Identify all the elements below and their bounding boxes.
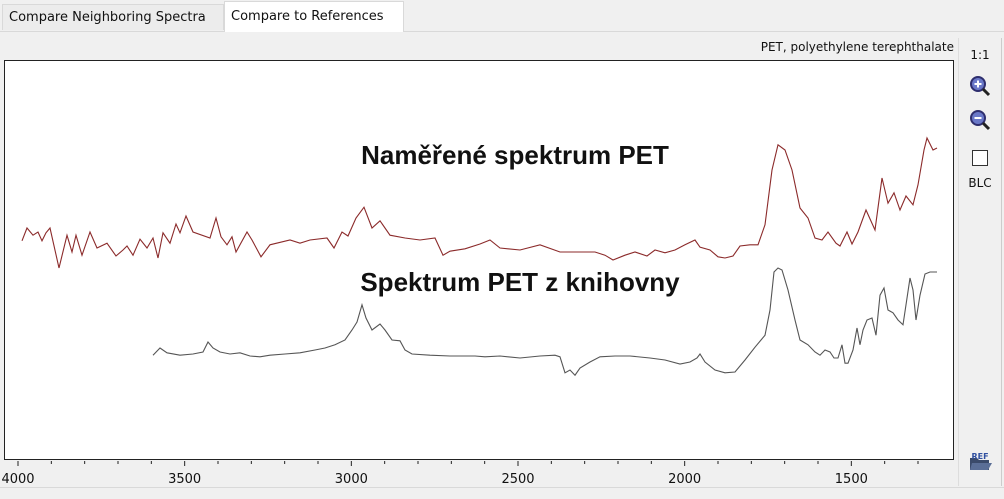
x-tick-label: 2500: [501, 472, 534, 487]
bottom-divider: [0, 487, 1004, 488]
blc-checkbox[interactable]: [959, 150, 1001, 166]
x-tick-label: 3000: [335, 472, 368, 487]
annotation-measured-spectrum: Naměřené spektrum PET: [361, 140, 669, 170]
x-tick-label: 1500: [835, 472, 868, 487]
library-spectrum-line: [152, 267, 937, 377]
ref-folder-icon[interactable]: REF: [959, 450, 1001, 475]
reference-name: PET, polyethylene terephthalate: [760, 40, 954, 54]
spectrum-plot-area[interactable]: [4, 60, 954, 460]
tab-compare-neighboring-spectra[interactable]: Compare Neighboring Spectra: [2, 4, 224, 30]
checkbox-box[interactable]: [972, 150, 988, 166]
blc-label: BLC: [968, 176, 992, 190]
one-to-one-button[interactable]: 1:1: [970, 48, 990, 62]
tab-bar: Compare Neighboring Spectra Compare to R…: [0, 0, 1004, 32]
x-tick-label: 2000: [668, 472, 701, 487]
zoom-in-icon[interactable]: [959, 74, 1001, 101]
ref-icon-text: REF: [971, 452, 988, 461]
annotation-library-spectrum: Spektrum PET z knihovny: [360, 267, 680, 297]
measured-spectrum-line: [21, 136, 938, 269]
x-tick-label: 3500: [168, 472, 201, 487]
plot-toolbar: 1:1 BLC REF: [958, 38, 1002, 486]
tab-compare-to-references[interactable]: Compare to References: [224, 1, 404, 32]
zoom-out-icon[interactable]: [959, 108, 1001, 135]
x-tick-label: 4000: [1, 472, 34, 487]
